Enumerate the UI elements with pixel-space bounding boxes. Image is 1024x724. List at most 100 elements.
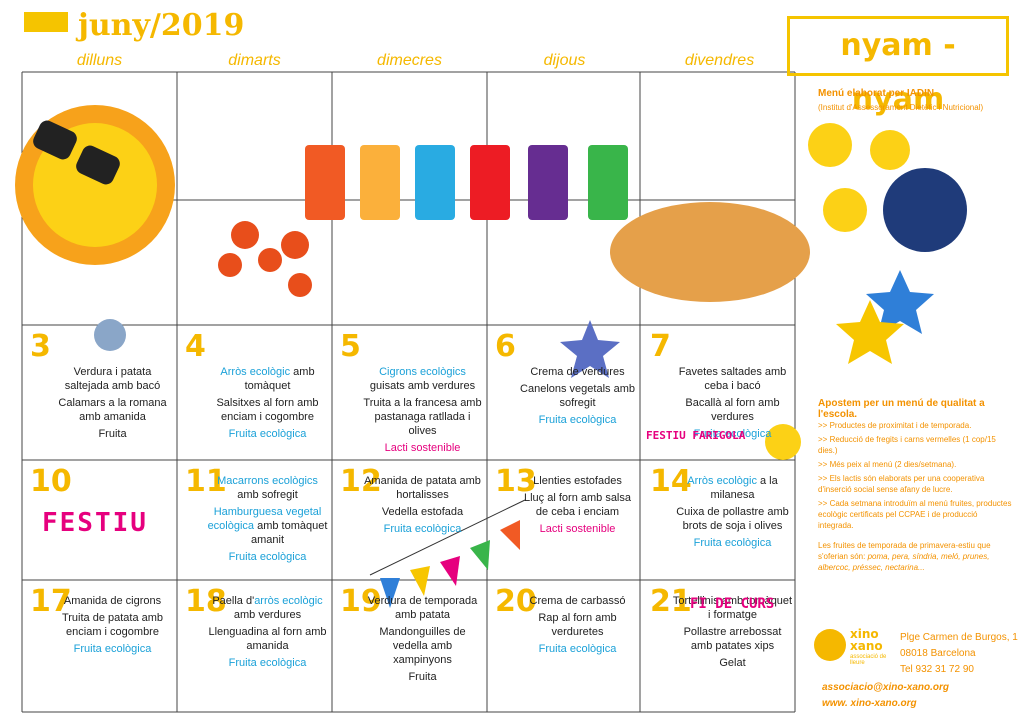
- menu-item: Mandonguilles de vedella amb xampinyons: [362, 625, 483, 667]
- menu-text: Truita de patata amb enciam i cogombre: [61, 612, 164, 638]
- menu-text: Paella d': [212, 595, 255, 607]
- holiday-label: FESTIU: [42, 508, 148, 538]
- menu-item: Fruita ecològica: [362, 522, 483, 536]
- day-number: 7: [650, 329, 671, 364]
- menu-item: Arròs ecològic a la milanesa: [672, 474, 793, 502]
- menu-text: Arròs ecològic: [220, 366, 291, 378]
- menu-item: Truita a la francesa amb pastanaga ratll…: [362, 396, 483, 438]
- bullet-list: >> Productes de proximitat i de temporad…: [818, 420, 1014, 534]
- menu-item: Salsitxes al forn amb enciam i cogombre: [207, 396, 328, 424]
- day-number: 11: [185, 464, 227, 499]
- menu-item: Cuixa de pollastre amb brots de soja i o…: [672, 505, 793, 533]
- menu-item: Fruita ecològica: [517, 642, 638, 656]
- menu-item: Macarrons ecològics amb sofregit: [207, 474, 328, 502]
- month-title: juny/2019: [78, 8, 245, 43]
- menu-text: Crema de verdures: [530, 366, 625, 378]
- menu-text: amb tomàquet: [244, 366, 315, 392]
- day-cell: 21 Tortellinis amb tomàquet i formatge Pol…: [642, 580, 797, 712]
- menu-item: Fruita ecològica: [207, 550, 328, 564]
- menu-item: Truita de patata amb enciam i cogombre: [52, 611, 173, 639]
- fruits-list: poma, pera, síndria, meló, prunes, alber…: [818, 552, 990, 572]
- menu-text: a la milanesa: [710, 475, 778, 501]
- day-number: 18: [185, 584, 227, 619]
- menu-text: Fruita ecològica: [538, 643, 617, 655]
- menu-text: Salsitxes al forn amb enciam i cogombre: [216, 397, 319, 423]
- menu-text: Fruita: [98, 428, 127, 440]
- menu-text: Fruita ecològica: [228, 551, 307, 563]
- logo-sub: associació de lleure: [850, 654, 887, 666]
- day-cell: 18 Paella d'arròs ecològic amb verdures Ll…: [177, 580, 332, 712]
- city: 08018 Barcelona: [900, 648, 976, 659]
- day-cell: 4 Arròs ecològic amb tomàquet Salsitxes al…: [177, 325, 332, 460]
- menu-text: Rap al forn amb verduretes: [538, 612, 617, 638]
- day-cell: 3 Verdura i patata saltejada amb bacó Cala…: [22, 325, 177, 460]
- menu-item: Gelat: [672, 656, 793, 670]
- logo-name: xino xano: [850, 627, 883, 653]
- menu-text: Crema de carbassó: [529, 595, 626, 607]
- menu-text: Fruita: [408, 671, 437, 683]
- menu-item: Fruita ecològica: [672, 427, 793, 441]
- bullet: >> Cada setmana introduïm al menú fruite…: [818, 499, 1012, 530]
- day-number: 13: [495, 464, 537, 499]
- menu-item: Verdura i patata saltejada amb bacó: [52, 365, 173, 393]
- brand-box: nyam - nyam: [787, 16, 1009, 117]
- menu-text: Pollastre arrebossat amb patates xips: [683, 626, 782, 652]
- fruits-intro: Les fruites de temporada de primavera-es…: [818, 541, 991, 561]
- menu-text: Lacti sostenible: [539, 523, 616, 535]
- menu-items: Arròs ecològic a la milanesa Cuixa de pol…: [672, 474, 793, 553]
- menu-item: Crema de verdures: [517, 365, 638, 379]
- menu-items: Paella d'arròs ecològic amb verdures Llen…: [207, 594, 328, 673]
- menu-item: Lacti sostenible: [517, 522, 638, 536]
- day-name: divendres: [684, 52, 755, 69]
- menu-text: Llenguadina al forn amb amanida: [208, 626, 327, 652]
- menu-items: Crema de verdures Canelons vegetals amb s…: [517, 365, 638, 430]
- menu-item: Rap al forn amb verduretes: [517, 611, 638, 639]
- day-number: 14: [650, 464, 692, 499]
- credit: Menú elaborat per IADIN: [818, 88, 935, 99]
- menu-item: Favetes saltades amb ceba i bacó: [672, 365, 793, 393]
- menu-item: Fruita: [52, 427, 173, 441]
- menu-item: Amanida de patata amb hortalisses: [362, 474, 483, 502]
- menu-item: Hamburguesa vegetal ecològica amb tomàqu…: [207, 505, 328, 547]
- menu-text: Fruita ecològica: [383, 523, 462, 535]
- menu-items: Macarrons ecològics amb sofregit Hamburgu…: [207, 474, 328, 567]
- day-number: 19: [340, 584, 382, 619]
- menu-text: Cuixa de pollastre amb brots de soja i o…: [676, 506, 789, 532]
- menu-text: Lacti sostenible: [384, 442, 461, 454]
- menu-item: Arròs ecològic amb tomàquet: [207, 365, 328, 393]
- day-number: 3: [30, 329, 51, 364]
- menu-text: Lluç al forn amb salsa de ceba i enciam: [524, 492, 631, 518]
- menu-item: Canelons vegetals amb sofregit: [517, 382, 638, 410]
- credit-sub: (Institut d'Assessorament Dietètic i Nut…: [818, 103, 984, 112]
- menu-item: Fruita: [362, 670, 483, 684]
- menu-item: Fruita ecològica: [52, 642, 173, 656]
- menu-text: Fruita ecològica: [538, 414, 617, 426]
- menu-text: Fruita ecològica: [693, 428, 772, 440]
- menu-item: Amanida de cigrons: [52, 594, 173, 608]
- day-cell: 5 Cigrons ecològics guisats amb verdures T…: [332, 325, 487, 460]
- menu-item: Llenguadina al forn amb amanida: [207, 625, 328, 653]
- day-name: dimecres: [377, 52, 442, 69]
- menu-text: Verdura i patata saltejada amb bacó: [64, 366, 161, 392]
- menu-text: Fruita ecològica: [73, 643, 152, 655]
- menu-item: Fruita ecològica: [672, 536, 793, 550]
- menu-text: amb tomàquet amanit: [250, 520, 328, 546]
- bullet: >> Més peix al menú (2 dies/setmana).: [818, 460, 957, 469]
- menu-text: Verdura de temporada amb patata: [367, 595, 478, 621]
- day-cell: 14 Arròs ecològic a la milanesa Cuixa de p…: [642, 460, 797, 580]
- menu-items: Crema de carbassó Rap al forn amb verdure…: [517, 594, 638, 659]
- menu-text: Amanida de patata amb hortalisses: [364, 475, 481, 501]
- menu-item: Fruita ecològica: [207, 427, 328, 441]
- email: associacio@xino-xano.org: [822, 682, 950, 693]
- menu-item: Bacallà al forn amb verdures: [672, 396, 793, 424]
- menu-text: Truita a la francesa amb pastanaga ratll…: [363, 397, 482, 437]
- menu-items: Llenties estofades Lluç al forn amb salsa…: [517, 474, 638, 539]
- menu-text: Calamars a la romana amb amanida: [58, 397, 167, 423]
- menu-text: Fruita ecològica: [693, 537, 772, 549]
- bullet: >> Els lactis són elaborats per una coop…: [818, 474, 985, 494]
- menu-item: Verdura de temporada amb patata: [362, 594, 483, 622]
- menu-text: Fruita ecològica: [228, 657, 307, 669]
- day-number: 20: [495, 584, 537, 619]
